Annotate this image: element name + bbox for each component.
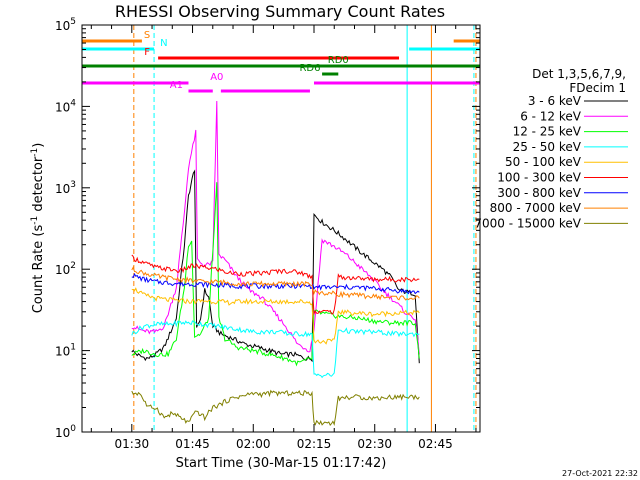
footer-timestamp: 27-Oct-2021 22:32 xyxy=(562,469,638,478)
series-line-1 xyxy=(131,100,420,355)
x-tick-label-2: 02:00 xyxy=(236,437,271,451)
plot-frame xyxy=(81,24,481,433)
legend-label-3: 25 - 50 keV xyxy=(513,140,582,154)
flag-label-A1: A1 xyxy=(170,80,183,91)
series-line-8 xyxy=(131,389,420,427)
y-axis-label: Count Rate (s-1 detector-1) xyxy=(30,143,46,314)
legend-label-0: 3 - 6 keV xyxy=(528,94,582,108)
series-line-7 xyxy=(131,265,420,301)
legend-label-1: 6 - 12 keV xyxy=(520,109,582,123)
x-tick-label-3: 02:15 xyxy=(297,437,332,451)
x-axis-label: Start Time (30-Mar-15 01:17:42) xyxy=(176,456,387,471)
series-line-2 xyxy=(131,182,420,367)
legend-header-2: FDecim 1 xyxy=(569,81,626,95)
flag-label-N: N xyxy=(160,38,167,49)
legend-label-5: 100 - 300 keV xyxy=(497,171,581,185)
x-tick-label-1: 01:45 xyxy=(175,437,210,451)
series-layer xyxy=(131,100,420,427)
series-line-6 xyxy=(131,272,420,295)
legend-label-7: 800 - 7000 keV xyxy=(490,201,582,215)
x-tick-label-4: 02:30 xyxy=(357,437,392,451)
x-tick-label-5: 02:45 xyxy=(418,437,453,451)
x-tick-label-0: 01:30 xyxy=(115,437,150,451)
y-tick-label-2: 102 xyxy=(55,261,76,277)
series-line-3 xyxy=(131,319,420,379)
flag-label-RD0: RD0 xyxy=(328,55,349,66)
y-tick-label-3: 103 xyxy=(55,180,76,196)
series-line-4 xyxy=(131,287,420,345)
time-markers xyxy=(133,25,477,432)
y-tick-label-0: 100 xyxy=(55,424,76,440)
legend-header-1: Det 1,3,5,6,7,9, xyxy=(532,67,626,81)
flag-label-S: S xyxy=(144,30,150,41)
legend-label-8: 7000 - 15000 keV xyxy=(474,216,581,230)
series-line-0 xyxy=(131,169,420,364)
legend-label-6: 300 - 800 keV xyxy=(497,186,581,200)
flag-layer: SNF RD0 RD6 A0 A1 xyxy=(82,30,480,93)
x-axis: 01:30 01:45 02:00 02:15 02:30 02:45 xyxy=(90,25,477,451)
flag-label-RD6: RD6 xyxy=(299,63,320,74)
y-tick-label-4: 104 xyxy=(55,98,76,114)
flag-label-A0: A0 xyxy=(210,72,223,83)
legend-label-2: 12 - 25 keV xyxy=(513,125,582,139)
y-axis: 100 101 102 103 104 105 xyxy=(55,17,480,440)
y-tick-label-1: 101 xyxy=(55,343,76,359)
y-tick-label-5: 105 xyxy=(55,17,76,33)
chart-title: RHESSI Observing Summary Count Rates xyxy=(115,2,445,21)
series-line-5 xyxy=(131,254,420,316)
flag-label-F: F xyxy=(144,47,150,58)
legend-label-4: 50 - 100 keV xyxy=(505,155,582,169)
